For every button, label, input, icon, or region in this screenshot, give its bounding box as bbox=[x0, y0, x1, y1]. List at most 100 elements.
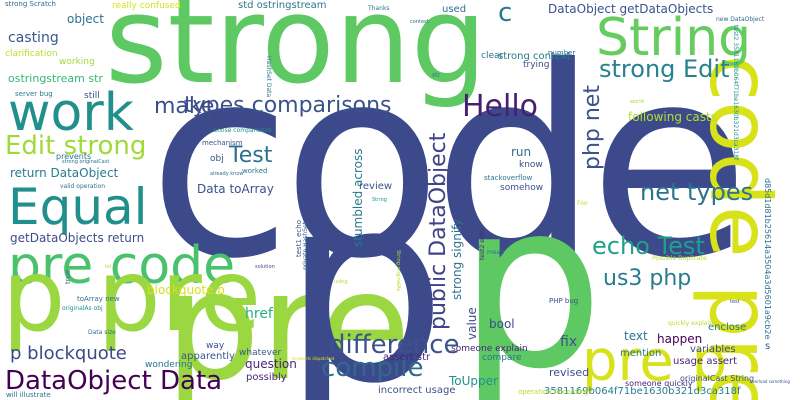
word-test: test bbox=[730, 299, 740, 305]
word-ToUpper: ToUpper bbox=[449, 374, 498, 388]
word-know: know bbox=[519, 160, 543, 170]
word-happen: happen bbox=[657, 332, 703, 346]
word-quickly-explain: quickly explain bbox=[668, 320, 713, 327]
word-Equal: Equal bbox=[8, 178, 148, 236]
word-us3-php: us3 php bbox=[603, 266, 692, 291]
word-incorrect-usage: incorrect usage bbox=[378, 385, 456, 396]
word-return-DataObject: return DataObject bbox=[10, 166, 119, 180]
word-world: world bbox=[630, 99, 644, 105]
word-mechanism: mechanism bbox=[202, 139, 243, 147]
word-Possible-Duplicate: Possible Duplicate bbox=[652, 255, 707, 262]
word-strong-originalCast: strong originalCast bbox=[62, 159, 110, 165]
word-p-green: p bbox=[458, 153, 604, 400]
word-revised: revised bbox=[549, 366, 590, 379]
word-PHP-bug: PHP bug bbox=[549, 297, 579, 305]
word-really-confused: really confused bbox=[112, 1, 181, 11]
word-clarification: clarification bbox=[5, 49, 58, 59]
word-str: str bbox=[432, 72, 440, 79]
word-var: var bbox=[461, 224, 471, 231]
word-way: way bbox=[206, 341, 225, 351]
word-fix: fix bbox=[560, 334, 578, 350]
word-used: used bbox=[442, 4, 467, 15]
word-work: work bbox=[8, 83, 134, 143]
word-make: make bbox=[154, 94, 215, 119]
word-p-pre: p pre bbox=[2, 237, 262, 354]
word-object: object bbox=[67, 12, 104, 26]
word-public-DataObject: public DataObject bbox=[426, 132, 451, 330]
word-Thanks: Thanks bbox=[368, 5, 390, 12]
word-casting: casting bbox=[8, 30, 59, 46]
word-getDataObjects-return: getDataObjects return bbox=[10, 231, 145, 245]
word-valid-operation: valid operation bbox=[60, 183, 106, 190]
word-prevents: prevents bbox=[56, 152, 92, 161]
word-context: context bbox=[410, 19, 429, 25]
word-mean: mean bbox=[487, 249, 505, 256]
word-strong-Scratch: strong Scratch bbox=[5, 0, 56, 8]
word-keywords-dispatched: keywords dispatched bbox=[292, 356, 335, 361]
word-number: number bbox=[548, 49, 576, 57]
word-strong: strong bbox=[105, 0, 487, 111]
word-following-casts: following casts bbox=[628, 110, 717, 124]
word-using: using bbox=[334, 279, 348, 285]
word-Hello: Hello bbox=[462, 89, 539, 124]
word-compile: compile bbox=[321, 353, 424, 383]
word-blockquote-p: blockquote p bbox=[147, 283, 225, 297]
word-Data-toArray: Data toArray bbox=[197, 182, 274, 196]
word-whatever: whatever bbox=[239, 348, 282, 358]
word-enclose: enclose bbox=[708, 322, 747, 333]
word-String-large: String bbox=[596, 8, 752, 68]
word-server-bug: server bug bbox=[15, 90, 53, 98]
word-value: value bbox=[465, 307, 479, 340]
word-overload-something: overload something bbox=[750, 379, 790, 384]
word-Loose-comparisons: Loose comparisons bbox=[214, 127, 272, 134]
word-variables: variables bbox=[690, 344, 736, 355]
word-worked: worked bbox=[242, 167, 268, 175]
word-obj: obj bbox=[210, 154, 224, 164]
word-run: run bbox=[511, 145, 532, 159]
word-assert-str: assert str bbox=[383, 352, 431, 363]
word-somehow: somehow bbox=[500, 183, 544, 193]
word-pre-p: pre p bbox=[582, 329, 728, 394]
word-String-originalAs: String originalAs bbox=[395, 250, 401, 292]
word-String-small: String bbox=[372, 197, 387, 203]
word-types-comparisons: types comparisons bbox=[184, 93, 392, 118]
word-wondering: wondering bbox=[145, 360, 193, 370]
word-usage-assert: usage assert bbox=[673, 356, 738, 367]
word-pre-code: pre code bbox=[8, 236, 236, 296]
word-Test: Test bbox=[229, 143, 273, 168]
word-href: href bbox=[245, 306, 273, 322]
word-still: still bbox=[84, 91, 100, 101]
word-compare: compare bbox=[482, 353, 522, 363]
word-stackoverflow: stackoverflow bbox=[484, 174, 533, 182]
word-strong-Edit: strong Edit bbox=[599, 55, 730, 83]
word-hash-3581: 3581169b064f71be1630b321d3ca318f bbox=[544, 386, 741, 397]
word-bool: bool bbox=[489, 317, 515, 331]
word-clear: clear bbox=[481, 51, 504, 61]
word-php-net: php net bbox=[580, 85, 605, 170]
word-Foo: Foo bbox=[577, 200, 588, 207]
word-net-types: net types bbox=[640, 178, 754, 206]
word-Data-size: Data size bbox=[88, 329, 116, 336]
word-review: review bbox=[359, 181, 393, 192]
word-new-DataObject: new DataObject bbox=[716, 16, 765, 23]
word-true: true bbox=[64, 269, 72, 284]
word-ostringstream-str: ostringstream str bbox=[8, 72, 103, 85]
word-hash-d85d: d85d1d81b25614a3504a3d5601a9cb2e bbox=[763, 178, 772, 340]
word-originalAs-obj: originalAs obj bbox=[62, 305, 103, 312]
word-DataObject-getDataObjects: DataObject getDataObjects bbox=[548, 2, 714, 16]
word-solution: solution bbox=[255, 264, 275, 270]
word-already-know: already know bbox=[210, 171, 244, 177]
word-operation-According: operation According bbox=[518, 388, 589, 396]
word-someone-explain: someone explain bbox=[451, 344, 528, 354]
word-strong-context: strong context bbox=[498, 51, 571, 62]
word-test2-echo: test2 echo bbox=[479, 228, 486, 260]
word-p-blockquote: p blockquote bbox=[10, 343, 127, 364]
word-pre: pre bbox=[165, 240, 411, 400]
word-lol: lol bbox=[105, 264, 111, 270]
word-someone-quickly: someone quickly bbox=[625, 379, 693, 388]
word-possibly: possibly bbox=[246, 372, 287, 383]
word-DataObject-Data: DataObject Data bbox=[5, 366, 223, 396]
word-apparently: apparently bbox=[181, 351, 235, 362]
word-originalCast-String: originalCast String bbox=[680, 374, 755, 383]
